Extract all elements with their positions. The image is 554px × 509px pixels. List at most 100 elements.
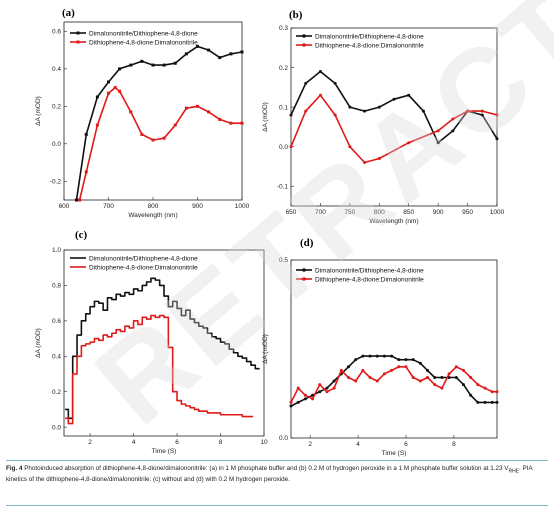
data-point	[218, 117, 222, 121]
data-point	[207, 48, 211, 52]
data-point	[397, 358, 401, 362]
y-tick-label: 0.0	[279, 144, 288, 151]
x-axis-title: Time (S)	[382, 450, 407, 457]
data-point	[433, 375, 437, 379]
y-tick-label: 0.6	[52, 29, 61, 36]
caption-rule-bottom	[6, 505, 548, 506]
legend-marker	[302, 34, 306, 38]
caption-label: Fig. 4	[6, 465, 23, 472]
data-point	[440, 386, 444, 390]
figure-caption: Fig. 4 Photoinduced absorption of dithio…	[6, 465, 548, 484]
x-tick-label: 700	[103, 203, 114, 210]
data-point	[303, 397, 307, 401]
data-point	[426, 375, 430, 379]
legend-label: Dimalononitrile/Dithiophene-4,8-dione	[89, 255, 198, 262]
data-point	[375, 354, 379, 358]
data-point	[361, 354, 365, 358]
data-point	[304, 81, 308, 85]
series-line-black	[291, 70, 497, 144]
x-tick-label: 1000	[235, 203, 250, 210]
data-point	[296, 386, 300, 390]
data-point	[196, 104, 199, 108]
y-tick-label: 0.1	[279, 104, 288, 111]
legend-label: Dimalononitrile/Dithiophene-4,8-dione	[315, 33, 424, 40]
series-line-red	[291, 366, 497, 403]
data-point	[476, 400, 480, 404]
data-point	[325, 390, 329, 394]
series-line-black	[65, 277, 260, 420]
x-axis-title: Wavelength (nm)	[128, 212, 177, 219]
data-point	[184, 106, 188, 110]
data-point	[461, 368, 465, 372]
legend-label: Dimalononitrile/Dithiophene-4,8-dione	[89, 30, 198, 37]
data-point	[418, 361, 422, 365]
y-tick-label: 0.5	[279, 257, 288, 264]
data-point	[480, 109, 484, 113]
y-tick-label: 0.3	[279, 25, 288, 32]
data-point	[318, 70, 322, 74]
data-point	[411, 358, 415, 362]
x-tick-label: 750	[344, 209, 355, 216]
data-point	[377, 105, 381, 109]
y-tick-label: 0.0	[52, 424, 61, 431]
panel-label: (c)	[75, 229, 88, 241]
series-line-red	[65, 314, 254, 425]
data-point	[348, 105, 352, 109]
x-tick-label: 8	[219, 439, 223, 446]
data-point	[84, 170, 88, 174]
data-point	[289, 404, 293, 408]
data-point	[440, 375, 444, 379]
data-point	[346, 375, 350, 379]
data-point	[411, 375, 415, 379]
x-tick-label: 6	[404, 441, 408, 448]
caption-text-a: Photoinduced absorption of dithiophene-4…	[24, 465, 509, 472]
y-tick-label: 0.2	[52, 389, 61, 396]
data-point	[483, 400, 487, 404]
data-point	[354, 379, 358, 383]
y-axis-title: ΔA (mOD)	[35, 96, 42, 126]
data-point	[407, 141, 411, 145]
data-point	[348, 145, 352, 149]
data-point	[490, 400, 494, 404]
data-point	[78, 198, 82, 202]
data-point	[363, 160, 367, 164]
data-point	[332, 386, 336, 390]
data-point	[74, 198, 78, 202]
plot-frame	[63, 249, 265, 437]
y-tick-label: 0.0	[52, 141, 61, 148]
plot-frame	[290, 27, 498, 207]
y-tick-label: 0.4	[52, 353, 61, 360]
legend-marker	[76, 31, 80, 35]
x-tick-label: 6	[175, 439, 179, 446]
figure-canvas: (a) 600 700 800 900 1000 -0.2 0.0 0.2 0.4 0.6 Wavel…	[35, 7, 505, 457]
data-point	[407, 93, 411, 97]
x-tick-label: 700	[315, 209, 326, 216]
y-tick-label: 0.8	[52, 283, 61, 290]
x-tick-label: 10	[260, 439, 268, 446]
data-point	[129, 110, 133, 114]
legend-label: Dithiophene-4,8-dione:Dimalononitrile	[315, 42, 424, 49]
data-point	[382, 354, 386, 358]
data-point	[375, 379, 379, 383]
data-point	[392, 97, 396, 101]
y-tick-label: 0.4	[52, 66, 61, 73]
chart-panel-0: (a) 600 700 800 900 1000 -0.2 0.0 0.2 0.4 0.6 Wavel…	[35, 7, 250, 219]
x-tick-label: 2	[308, 441, 312, 448]
data-point	[451, 117, 455, 121]
data-point	[173, 123, 177, 127]
x-tick-label: 900	[433, 209, 444, 216]
data-point	[490, 390, 494, 394]
y-tick-label: 1.0	[52, 247, 61, 254]
data-point	[377, 157, 381, 161]
y-tick-label: 0.2	[52, 104, 61, 111]
data-point	[311, 397, 315, 401]
data-point	[436, 129, 440, 133]
data-point	[140, 132, 144, 136]
data-point	[451, 129, 455, 133]
data-point	[107, 91, 110, 95]
data-point	[495, 137, 499, 141]
series-line-black	[291, 355, 497, 407]
data-point	[118, 89, 122, 93]
data-point	[495, 400, 499, 404]
data-point	[361, 368, 365, 372]
